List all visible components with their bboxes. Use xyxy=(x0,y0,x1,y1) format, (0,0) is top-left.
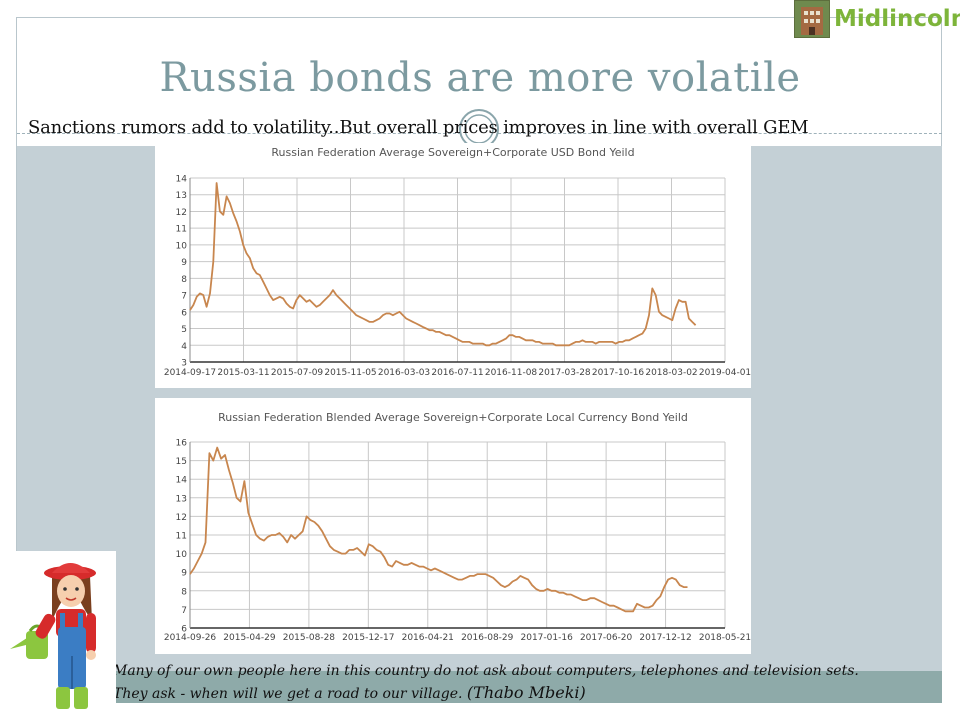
y-tick-label: 13 xyxy=(176,191,187,201)
y-tick-label: 7 xyxy=(181,606,187,616)
x-tick-label: 2017-10-16 xyxy=(592,368,645,378)
building-icon xyxy=(794,0,830,38)
slide-title: Russia bonds are more volatile xyxy=(159,55,801,101)
farmer-illustration xyxy=(0,551,116,720)
x-tick-label: 2017-01-16 xyxy=(521,633,574,643)
y-tick-label: 15 xyxy=(176,457,187,467)
local-yield-chart-panel: Russian Federation Blended Average Sover… xyxy=(155,398,751,654)
farmer-girl-icon xyxy=(10,563,96,709)
quote: Many of our own people here in this coun… xyxy=(113,660,943,705)
x-tick-label: 2015-03-11 xyxy=(217,368,269,378)
quote-line-2: They ask - when will we get a road to ou… xyxy=(113,686,463,702)
quote-line-1: Many of our own people here in this coun… xyxy=(113,663,859,679)
logo-text: Midlincoln xyxy=(834,6,960,32)
y-tick-label: 3 xyxy=(181,359,187,369)
y-tick-label: 11 xyxy=(176,532,187,542)
series-line xyxy=(189,182,697,347)
y-tick-label: 14 xyxy=(176,476,188,486)
quote-band xyxy=(111,671,942,703)
y-tick-label: 10 xyxy=(176,241,188,251)
y-tick-label: 8 xyxy=(181,275,187,285)
x-tick-label: 2014-09-26 xyxy=(164,633,217,643)
usd-yield-chart-panel: Russian Federation Average Sovereign+Cor… xyxy=(155,143,751,388)
x-tick-label: 2014-09-17 xyxy=(164,368,216,378)
chart-title: Russian Federation Blended Average Sover… xyxy=(218,411,688,424)
x-tick-label: 2015-12-17 xyxy=(342,633,394,643)
x-tick-label: 2016-04-21 xyxy=(402,633,454,643)
y-tick-label: 14 xyxy=(176,175,188,185)
y-tick-label: 8 xyxy=(181,587,187,597)
midlincoln-logo: Midlincoln xyxy=(794,0,960,38)
y-tick-label: 10 xyxy=(176,550,188,560)
x-tick-label: 2018-03-02 xyxy=(645,368,697,378)
chart-title: Russian Federation Average Sovereign+Cor… xyxy=(271,146,635,159)
y-tick-label: 11 xyxy=(176,225,187,235)
y-tick-label: 16 xyxy=(176,439,188,449)
y-tick-label: 6 xyxy=(181,625,187,635)
y-tick-label: 6 xyxy=(181,308,187,318)
y-tick-label: 7 xyxy=(181,292,187,302)
x-tick-label: 2017-03-28 xyxy=(538,368,591,378)
x-tick-label: 2017-06-20 xyxy=(580,633,633,643)
y-tick-label: 4 xyxy=(181,342,187,352)
x-tick-label: 2015-08-28 xyxy=(283,633,336,643)
x-tick-label: 2016-03-03 xyxy=(378,368,430,378)
x-tick-label: 2015-07-09 xyxy=(271,368,324,378)
series-line xyxy=(189,446,688,613)
y-tick-label: 5 xyxy=(181,325,187,335)
y-tick-label: 9 xyxy=(181,569,187,579)
x-tick-label: 2016-08-29 xyxy=(461,633,514,643)
y-tick-label: 13 xyxy=(176,494,187,504)
x-tick-label: 2016-11-08 xyxy=(485,368,538,378)
y-tick-label: 12 xyxy=(176,208,187,218)
x-tick-label: 2019-04-01 xyxy=(699,368,751,378)
local-yield-chart: 6 7 8 9 10 11 12 13 14 15 16 2014-09-26 2015-04-29 20… xyxy=(164,439,751,644)
y-tick-label: 9 xyxy=(181,258,187,268)
x-tick-label: 2018-05-21 xyxy=(699,633,751,643)
x-tick-label: 2016-07-11 xyxy=(431,368,483,378)
y-tick-label: 12 xyxy=(176,513,187,523)
slide-subtitle: Sanctions rumors add to volatility..But … xyxy=(28,117,809,138)
quote-author: (Thabo Mbeki) xyxy=(466,683,586,702)
x-tick-label: 2015-11-05 xyxy=(324,368,376,378)
x-tick-label: 2015-04-29 xyxy=(223,633,276,643)
x-tick-label: 2017-12-12 xyxy=(639,633,691,643)
